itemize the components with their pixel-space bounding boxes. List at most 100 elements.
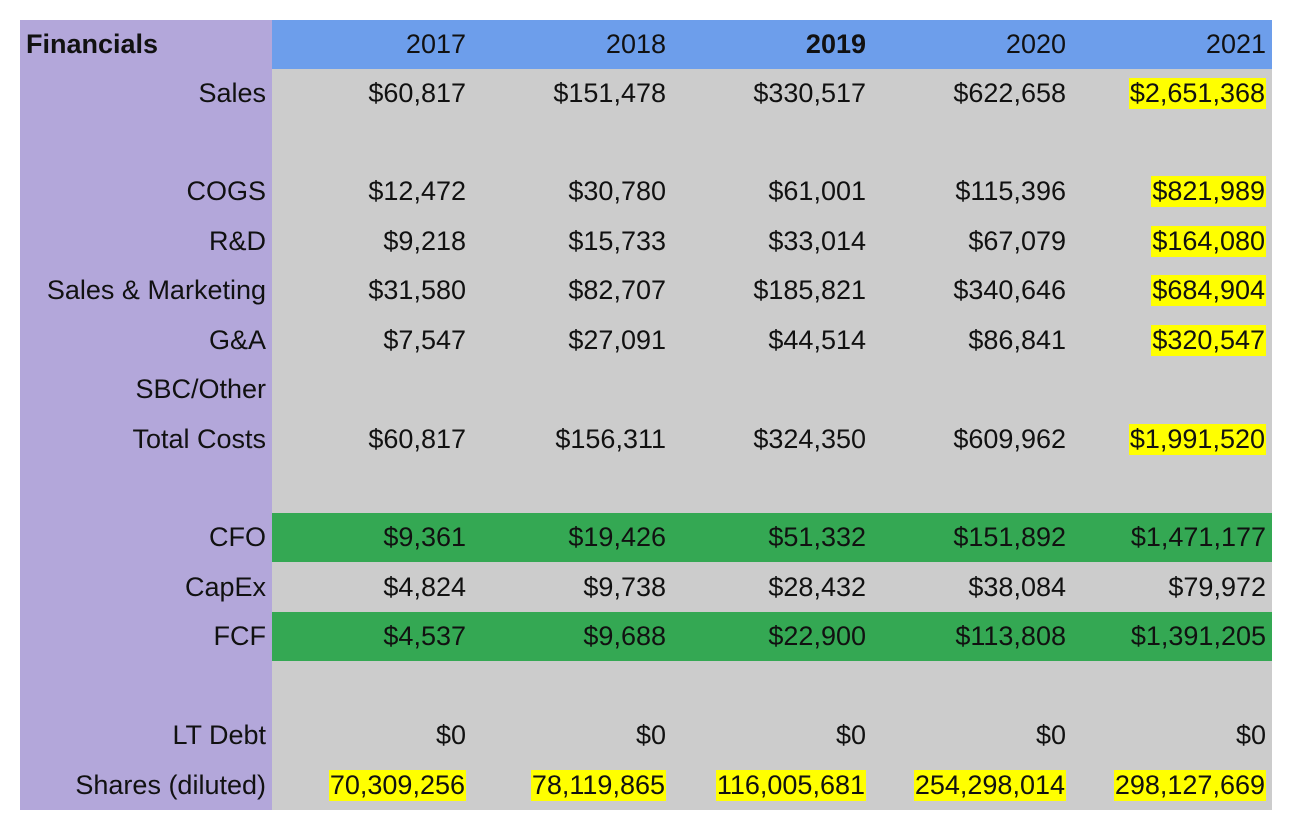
cell[interactable]: $38,084 (872, 562, 1072, 612)
cell[interactable] (872, 365, 1072, 414)
cell[interactable]: $1,991,520 (1072, 414, 1272, 464)
cell[interactable]: 70,309,256 (272, 760, 472, 810)
year-2020[interactable]: 2020 (872, 20, 1072, 69)
cell[interactable]: $1,471,177 (1072, 513, 1272, 562)
year-2017[interactable]: 2017 (272, 20, 472, 69)
cell[interactable] (472, 464, 672, 513)
cell[interactable]: $0 (472, 711, 672, 760)
cell[interactable]: $0 (872, 711, 1072, 760)
cell[interactable] (1072, 365, 1272, 414)
cell[interactable]: $9,218 (272, 216, 472, 266)
cell[interactable] (1072, 464, 1272, 513)
row-label[interactable]: SBC/Other (20, 365, 272, 414)
cell[interactable] (272, 661, 472, 711)
cell[interactable]: $27,091 (472, 315, 672, 365)
cell[interactable]: 254,298,014 (872, 760, 1072, 810)
year-2021[interactable]: 2021 (1072, 20, 1272, 69)
cell[interactable]: $320,547 (1072, 315, 1272, 365)
row-label[interactable] (20, 661, 272, 711)
cell[interactable]: $82,707 (472, 266, 672, 315)
cell[interactable]: $12,472 (272, 167, 472, 216)
cell[interactable]: $79,972 (1072, 562, 1272, 612)
row-label[interactable]: G&A (20, 315, 272, 365)
cell[interactable]: $185,821 (672, 266, 872, 315)
cell[interactable]: $44,514 (672, 315, 872, 365)
cell[interactable]: $151,892 (872, 513, 1072, 562)
cell[interactable]: $9,738 (472, 562, 672, 612)
cell[interactable]: $622,658 (872, 69, 1072, 118)
row-label[interactable]: FCF (20, 612, 272, 661)
cell[interactable] (672, 365, 872, 414)
cell[interactable]: $609,962 (872, 414, 1072, 464)
row-label[interactable]: CFO (20, 513, 272, 562)
cell[interactable]: $115,396 (872, 167, 1072, 216)
cell[interactable]: $7,547 (272, 315, 472, 365)
row-lt-debt: LT Debt $0 $0 $0 $0 $0 (20, 711, 1272, 760)
cell[interactable]: $324,350 (672, 414, 872, 464)
cell[interactable] (472, 365, 672, 414)
cell[interactable]: $113,808 (872, 612, 1072, 661)
row-label[interactable] (20, 118, 272, 167)
cell[interactable]: $9,361 (272, 513, 472, 562)
cell[interactable]: $9,688 (472, 612, 672, 661)
cell[interactable] (872, 661, 1072, 711)
cell[interactable]: $31,580 (272, 266, 472, 315)
cell[interactable] (672, 118, 872, 167)
cell[interactable] (272, 365, 472, 414)
cell[interactable] (672, 464, 872, 513)
cell[interactable] (472, 118, 672, 167)
row-label[interactable]: LT Debt (20, 711, 272, 760)
cell[interactable] (472, 661, 672, 711)
cell[interactable] (872, 464, 1072, 513)
cell[interactable]: $156,311 (472, 414, 672, 464)
cell[interactable]: $15,733 (472, 216, 672, 266)
cell[interactable]: $0 (272, 711, 472, 760)
row-label[interactable]: Shares (diluted) (20, 760, 272, 810)
row-label[interactable]: CapEx (20, 562, 272, 612)
cell[interactable]: $28,432 (672, 562, 872, 612)
cell[interactable]: $2,651,368 (1072, 69, 1272, 118)
cell[interactable] (872, 118, 1072, 167)
cell[interactable]: $33,014 (672, 216, 872, 266)
cell[interactable]: 78,119,865 (472, 760, 672, 810)
cell[interactable]: $164,080 (1072, 216, 1272, 266)
header-label[interactable]: Financials (20, 20, 272, 69)
cell[interactable]: 116,005,681 (672, 760, 872, 810)
cell[interactable]: $151,478 (472, 69, 672, 118)
cell[interactable]: 298,127,669 (1072, 760, 1272, 810)
cell[interactable]: $61,001 (672, 167, 872, 216)
row-label[interactable]: Sales (20, 69, 272, 118)
cell[interactable]: $821,989 (1072, 167, 1272, 216)
cell[interactable]: $22,900 (672, 612, 872, 661)
cell[interactable]: $330,517 (672, 69, 872, 118)
cell[interactable] (272, 464, 472, 513)
row-label[interactable] (20, 464, 272, 513)
cell-value: $30,780 (568, 176, 666, 206)
cell[interactable]: $86,841 (872, 315, 1072, 365)
cell[interactable]: $67,079 (872, 216, 1072, 266)
cell[interactable]: $4,824 (272, 562, 472, 612)
cell[interactable]: $60,817 (272, 414, 472, 464)
row-label[interactable]: Total Costs (20, 414, 272, 464)
cell[interactable] (272, 118, 472, 167)
cell[interactable] (1072, 118, 1272, 167)
year-2019[interactable]: 2019 (672, 20, 872, 69)
cell[interactable]: $340,646 (872, 266, 1072, 315)
cell[interactable]: $60,817 (272, 69, 472, 118)
cell[interactable]: $4,537 (272, 612, 472, 661)
cell[interactable]: $0 (1072, 711, 1272, 760)
cell-value: $86,841 (968, 324, 1066, 355)
cell[interactable]: $0 (672, 711, 872, 760)
cell-value: $115,396 (955, 176, 1066, 206)
cell[interactable]: $1,391,205 (1072, 612, 1272, 661)
cell[interactable]: $30,780 (472, 167, 672, 216)
cell[interactable] (672, 661, 872, 711)
row-label[interactable]: R&D (20, 216, 272, 266)
cell[interactable]: $684,904 (1072, 266, 1272, 315)
year-2018[interactable]: 2018 (472, 20, 672, 69)
cell[interactable]: $19,426 (472, 513, 672, 562)
cell[interactable]: $51,332 (672, 513, 872, 562)
row-label[interactable]: Sales & Marketing (20, 266, 272, 315)
row-label[interactable]: COGS (20, 167, 272, 216)
cell[interactable] (1072, 661, 1272, 711)
